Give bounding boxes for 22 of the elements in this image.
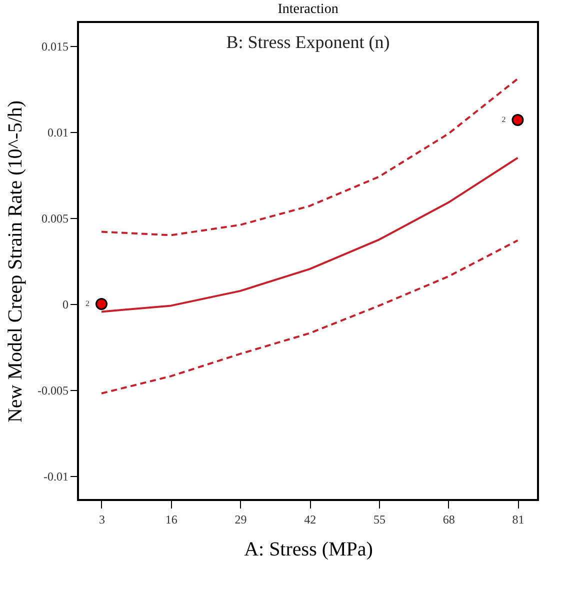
chart-title: Interaction bbox=[278, 2, 338, 17]
text: B: Stress Exponent (n) bbox=[226, 32, 390, 52]
y-tick-label: 0 bbox=[62, 297, 68, 312]
annotation: 2 bbox=[502, 115, 506, 124]
x-tick-label: 81 bbox=[512, 512, 524, 526]
x-tick-label: 16 bbox=[165, 512, 178, 526]
line-series bbox=[100, 78, 519, 236]
y-tick-label: 0.01 bbox=[48, 126, 68, 140]
annotation: 2 bbox=[85, 298, 90, 308]
x-tick-label: 29 bbox=[234, 512, 247, 526]
x-tick-label: 3 bbox=[98, 512, 105, 526]
y-tick-label: 0.005 bbox=[42, 212, 68, 226]
y-tick-label: -0.005 bbox=[38, 383, 68, 398]
y-tick-label: -0.01 bbox=[44, 469, 68, 484]
x-tick-label: 42 bbox=[304, 512, 316, 526]
line-series bbox=[100, 156, 519, 313]
x-tick-label: 55 bbox=[373, 512, 386, 526]
y-tick-label: 0.015 bbox=[42, 40, 68, 54]
line-series bbox=[100, 239, 519, 394]
x-axis-title: A: Stress (MPa) bbox=[244, 538, 373, 560]
y-axis-title: New Model Creep Strain Rate (10^-5/h) bbox=[4, 100, 27, 423]
x-tick-label: 68 bbox=[442, 512, 455, 526]
